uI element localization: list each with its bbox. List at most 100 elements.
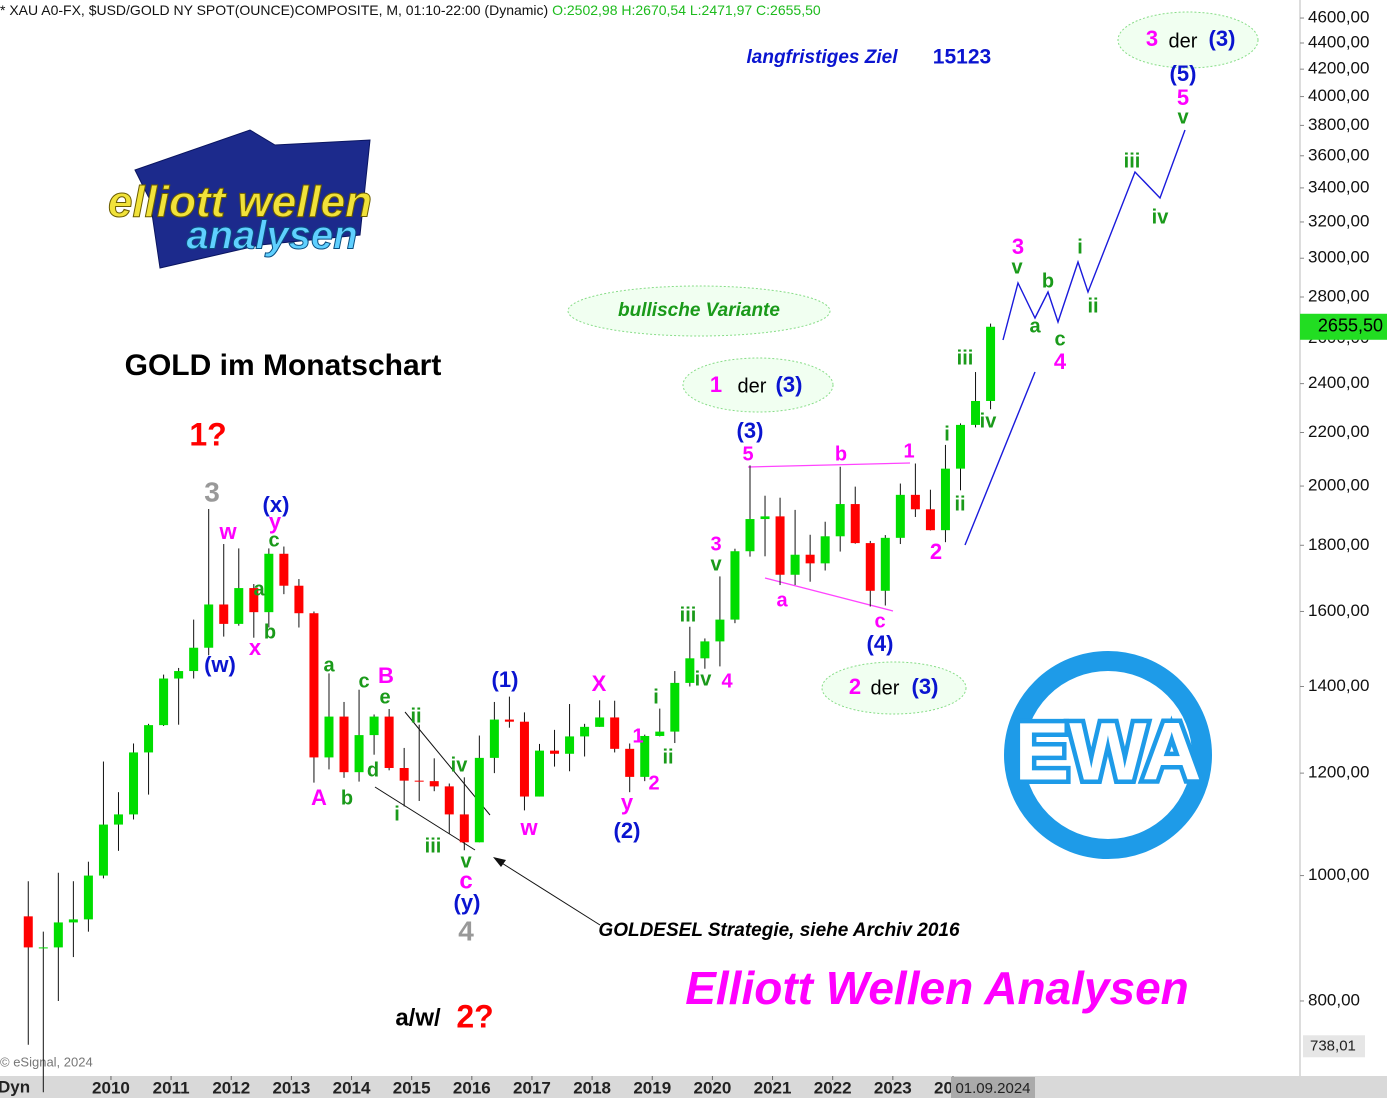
- wave-label: (y): [454, 890, 481, 915]
- candle-body: [459, 814, 469, 843]
- ohlc: O:2502,98 H:2670,54 L:2471,97 C:2655,50: [552, 2, 821, 18]
- wave-label: i: [394, 803, 400, 825]
- wave-label: X: [592, 671, 607, 696]
- wave-label: 4: [721, 670, 733, 692]
- wave-label: (4): [867, 631, 894, 656]
- candle-body: [760, 516, 770, 520]
- wave-label: a: [1029, 315, 1041, 337]
- y-tick-label: 4000,00: [1308, 86, 1369, 105]
- candle-body: [129, 752, 139, 815]
- arrow-line: [496, 859, 601, 926]
- candle-body: [339, 716, 349, 773]
- wave-label: a: [323, 654, 335, 676]
- x-tick-label: 2022: [814, 1078, 852, 1097]
- wave-label: b: [835, 443, 847, 465]
- candle-body: [264, 553, 274, 613]
- wave-label: v: [1011, 256, 1023, 278]
- chart-title: GOLD im Monatschart: [125, 349, 442, 382]
- y-tick-label: 2000,00: [1308, 476, 1369, 495]
- wave-label: b: [264, 621, 276, 643]
- wave-label: (3): [1209, 26, 1236, 51]
- wave-label: der: [871, 677, 900, 699]
- scale-low-label: 738,01: [1310, 1037, 1356, 1054]
- candle-body: [83, 875, 93, 920]
- candle-body: [279, 553, 289, 586]
- candle-body: [880, 537, 890, 591]
- x-tick-label: 2013: [272, 1078, 310, 1097]
- wave-label: y: [621, 790, 634, 815]
- x-tick-label: 2011: [153, 1078, 190, 1097]
- y-tick-label: 3200,00: [1308, 211, 1369, 230]
- badge: EWA: [1004, 651, 1212, 859]
- wave-label: ii: [410, 705, 421, 727]
- y-tick-label: 3000,00: [1308, 248, 1369, 267]
- candle-body: [820, 536, 830, 564]
- candle-body: [790, 554, 800, 575]
- candle-body: [805, 554, 815, 564]
- wave-label: i: [944, 423, 950, 445]
- wave-label: w: [519, 815, 538, 840]
- wave-label: iii: [957, 347, 974, 369]
- candle-body: [655, 731, 665, 736]
- y-tick-label: 1400,00: [1308, 676, 1369, 695]
- candle-body: [489, 719, 499, 758]
- wave-label: c: [459, 867, 472, 894]
- x-tick-label: 2012: [212, 1078, 250, 1097]
- wave-label: 15123: [933, 46, 991, 69]
- candle-body: [384, 716, 394, 768]
- candle-body: [234, 588, 244, 624]
- wave-label: i: [653, 686, 659, 708]
- logo-flag: [134, 129, 371, 269]
- candle-body: [414, 780, 424, 782]
- wave-label: GOLDESEL Strategie, siehe Archiv 2016: [598, 920, 960, 941]
- wave-label: 5: [742, 443, 753, 465]
- candle-body: [219, 604, 229, 624]
- wave-label: a: [253, 578, 265, 600]
- wave-label: 5: [1177, 85, 1189, 110]
- candle-body: [98, 824, 108, 876]
- scale-low-box: [1303, 1035, 1365, 1058]
- wave-label: v: [460, 850, 472, 872]
- wave-label: 3: [1012, 234, 1024, 259]
- wave-label: der: [1169, 30, 1198, 52]
- wave-label: c: [874, 610, 885, 632]
- wave-label: y: [269, 509, 282, 534]
- candle-body: [189, 647, 199, 672]
- candle-body: [685, 658, 695, 683]
- x-tick-label: 2020: [693, 1078, 731, 1097]
- candle-body: [354, 735, 364, 773]
- candle-body: [68, 919, 78, 923]
- wave-label: iv: [695, 668, 713, 690]
- badge-ring: [1004, 651, 1212, 859]
- wedge-line: [374, 786, 476, 851]
- candle-body: [249, 588, 259, 613]
- wave-label: iii: [1124, 150, 1141, 172]
- candle-body: [309, 613, 319, 758]
- wave-label: iv: [1152, 206, 1170, 228]
- last-price-label: 2655,50: [1318, 316, 1383, 336]
- candle-body: [610, 717, 620, 749]
- candle-body: [955, 424, 965, 469]
- y-tick-label: 800,00: [1308, 990, 1360, 1009]
- projection-path: [1002, 129, 1186, 341]
- wave-label: a: [776, 589, 788, 611]
- time-axis-panel: [0, 1076, 1387, 1098]
- wave-label: b: [1042, 270, 1054, 292]
- candle-body: [775, 516, 785, 575]
- wave-label: ii: [954, 493, 965, 515]
- candle-body: [399, 767, 409, 781]
- y-tick-label: 1200,00: [1308, 763, 1369, 782]
- y-tick-label: 3600,00: [1308, 145, 1369, 164]
- y-tick-label: 4400,00: [1308, 32, 1369, 51]
- wave-label: c: [358, 670, 369, 692]
- candle-body: [429, 781, 439, 787]
- wave-label: (3): [737, 418, 764, 443]
- wave-label: d: [367, 759, 379, 781]
- copyright: © eSignal, 2024: [0, 1054, 93, 1069]
- candle-body: [910, 494, 920, 510]
- candle-body: [23, 916, 33, 948]
- x-tick-label: 2016: [453, 1078, 491, 1097]
- wave-label: 3: [1146, 26, 1158, 51]
- candle-body: [504, 719, 514, 722]
